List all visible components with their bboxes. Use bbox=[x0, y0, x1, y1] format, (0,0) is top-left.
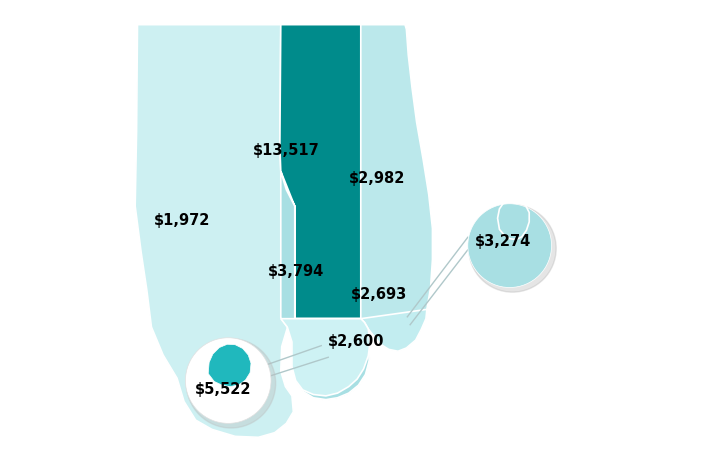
Text: $3,274: $3,274 bbox=[475, 234, 531, 249]
Text: $2,693: $2,693 bbox=[352, 287, 408, 302]
Text: $5,522: $5,522 bbox=[195, 382, 252, 397]
Polygon shape bbox=[361, 25, 432, 351]
Circle shape bbox=[469, 205, 556, 292]
Polygon shape bbox=[135, 25, 295, 437]
Text: $13,517: $13,517 bbox=[253, 143, 320, 158]
Circle shape bbox=[186, 338, 271, 424]
Text: $3,794: $3,794 bbox=[268, 263, 324, 279]
Text: $1,972: $1,972 bbox=[153, 212, 210, 227]
Polygon shape bbox=[280, 171, 369, 400]
Text: $2,982: $2,982 bbox=[349, 171, 405, 186]
Polygon shape bbox=[361, 309, 427, 351]
Text: $2,600: $2,600 bbox=[328, 334, 385, 349]
Circle shape bbox=[186, 339, 276, 428]
Polygon shape bbox=[280, 25, 361, 319]
Polygon shape bbox=[280, 171, 370, 401]
Polygon shape bbox=[280, 319, 370, 396]
Circle shape bbox=[467, 204, 552, 287]
Polygon shape bbox=[208, 344, 251, 387]
